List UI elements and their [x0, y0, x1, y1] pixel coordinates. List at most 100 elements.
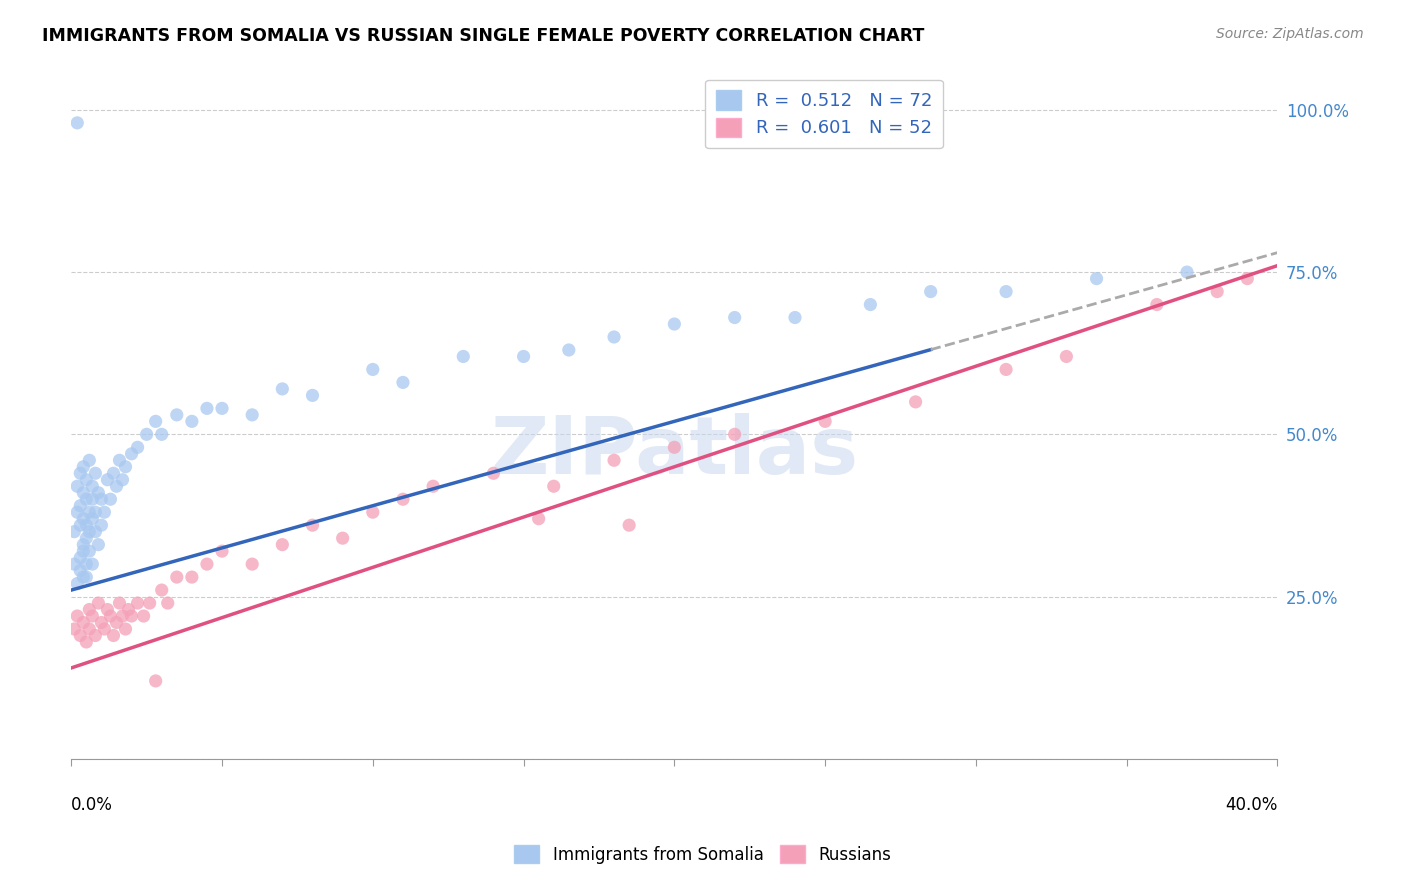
Point [82, 511, 104, 525]
Text: IMMIGRANTS FROM SOMALIA VS RUSSIAN SINGLE FEMALE POVERTY CORRELATION CHART: IMMIGRANTS FROM SOMALIA VS RUSSIAN SINGL… [42, 27, 925, 45]
Point [96, 602, 118, 616]
Point [69, 628, 91, 642]
Point [111, 609, 134, 624]
Point [79, 505, 101, 519]
Point [96, 473, 118, 487]
Point [1236, 271, 1258, 285]
Point [211, 544, 233, 558]
Point [105, 479, 128, 493]
Point [121, 609, 143, 624]
Point [66, 505, 89, 519]
Point [783, 310, 806, 325]
Point [90, 615, 112, 630]
Point [66, 576, 89, 591]
Point [859, 297, 882, 311]
Point [127, 440, 149, 454]
Point [724, 310, 747, 325]
Point [166, 570, 188, 584]
Point [100, 609, 122, 624]
Point [332, 531, 354, 545]
Point [180, 570, 202, 584]
Point [392, 492, 415, 507]
Point [121, 447, 143, 461]
Point [79, 453, 101, 467]
Point [240, 557, 263, 571]
Point [145, 673, 167, 688]
Point [75, 518, 97, 533]
Point [87, 538, 110, 552]
Point [93, 505, 115, 519]
Point [135, 427, 157, 442]
Point [66, 479, 89, 493]
Point [392, 376, 415, 390]
Point [66, 116, 89, 130]
Point [82, 609, 104, 624]
Point [79, 622, 101, 636]
Point [87, 596, 110, 610]
Point [195, 557, 218, 571]
Point [543, 479, 565, 493]
Point [995, 362, 1018, 376]
Point [1206, 285, 1229, 299]
Point [138, 596, 160, 610]
Point [361, 362, 384, 376]
Point [603, 330, 626, 344]
Point [69, 499, 91, 513]
Point [1146, 297, 1168, 311]
Point [1085, 271, 1108, 285]
Point [150, 583, 173, 598]
Point [558, 343, 581, 357]
Point [72, 485, 94, 500]
Point [617, 518, 640, 533]
Text: 40.0%: 40.0% [1225, 797, 1278, 814]
Point [482, 467, 505, 481]
Text: ZIPatlas: ZIPatlas [491, 413, 859, 491]
Point [66, 609, 89, 624]
Point [72, 544, 94, 558]
Point [240, 408, 263, 422]
Point [132, 609, 155, 624]
Point [75, 557, 97, 571]
Point [63, 622, 86, 636]
Point [603, 453, 626, 467]
Point [72, 511, 94, 525]
Point [1175, 265, 1198, 279]
Point [84, 628, 107, 642]
Point [271, 382, 294, 396]
Point [75, 492, 97, 507]
Legend: Immigrants from Somalia, Russians: Immigrants from Somalia, Russians [508, 838, 898, 871]
Point [103, 628, 125, 642]
Point [108, 596, 131, 610]
Point [87, 485, 110, 500]
Point [127, 596, 149, 610]
Point [920, 285, 942, 299]
Point [527, 511, 550, 525]
Point [103, 467, 125, 481]
Point [72, 538, 94, 552]
Point [145, 414, 167, 428]
Point [150, 427, 173, 442]
Point [82, 492, 104, 507]
Point [1054, 350, 1077, 364]
Point [211, 401, 233, 416]
Point [84, 467, 107, 481]
Point [75, 531, 97, 545]
Point [100, 492, 122, 507]
Point [512, 350, 534, 364]
Point [93, 622, 115, 636]
Point [72, 459, 94, 474]
Point [361, 505, 384, 519]
Point [111, 473, 134, 487]
Point [664, 317, 686, 331]
Point [451, 350, 474, 364]
Point [69, 467, 91, 481]
Point [180, 414, 202, 428]
Point [114, 622, 136, 636]
Point [108, 453, 131, 467]
Point [90, 492, 112, 507]
Point [79, 602, 101, 616]
Point [82, 557, 104, 571]
Point [63, 524, 86, 539]
Point [84, 505, 107, 519]
Legend: R =  0.512   N = 72, R =  0.601   N = 52: R = 0.512 N = 72, R = 0.601 N = 52 [704, 79, 943, 148]
